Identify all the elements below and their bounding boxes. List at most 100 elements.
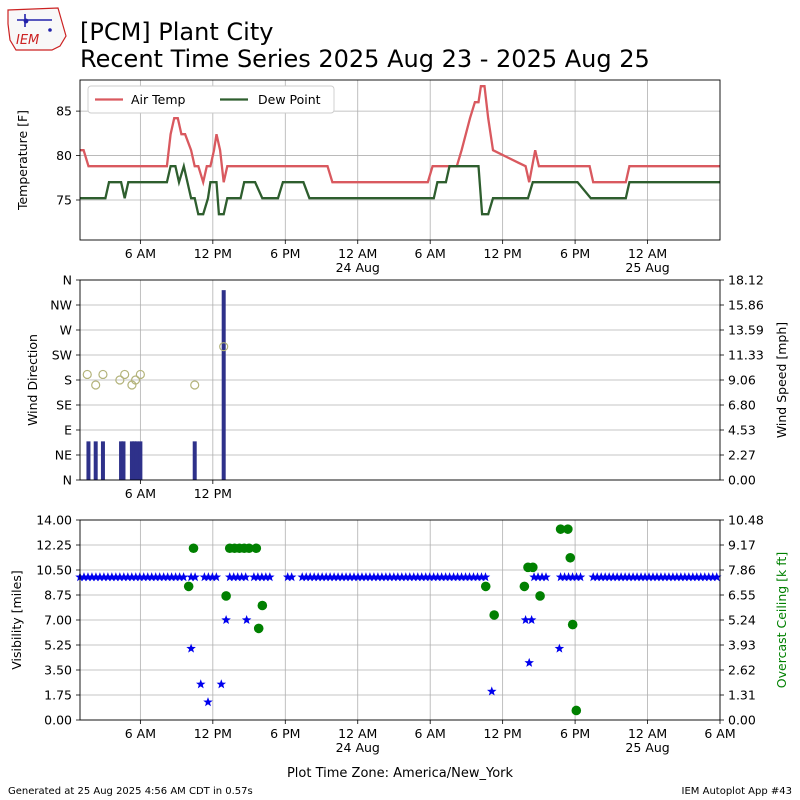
visibility-marker <box>563 572 574 582</box>
y-axis-label: Temperature [F] <box>15 110 30 211</box>
visibility-marker <box>401 572 411 582</box>
visibility-marker <box>592 572 602 582</box>
legend-label-air-temp: Air Temp <box>131 92 186 107</box>
visibility-marker <box>381 572 391 582</box>
ceiling-marker <box>257 600 268 611</box>
legend: Air Temp Dew Point <box>87 85 335 114</box>
y-tick-label-direction: W <box>60 323 72 338</box>
visibility-marker <box>711 572 722 582</box>
x-tick-label: 6 PM <box>560 726 590 741</box>
wind-speed-bar <box>134 441 139 480</box>
visibility-marker <box>440 572 451 582</box>
series-line-air-temp <box>80 85 720 187</box>
visibility-marker <box>704 572 714 582</box>
visibility-marker <box>472 572 483 582</box>
visibility-marker <box>373 572 383 582</box>
wind-direction-marker <box>82 369 92 380</box>
visibility-marker <box>174 572 185 582</box>
wind-panel: N NE E SE S SW W NW N 0.00 2.27 4.53 6.80 9.06 11.33 13… <box>25 273 789 502</box>
wind-speed-bar <box>129 441 134 480</box>
visibility-marker <box>261 572 271 582</box>
legend-box <box>87 85 335 114</box>
visibility-marker <box>115 572 125 582</box>
visibility-marker <box>203 572 214 582</box>
visibility-marker <box>668 572 678 582</box>
ceiling-marker <box>183 581 194 592</box>
x-tick-label: 12 AM <box>628 726 667 741</box>
visibility-ceiling-panel: 0.00 1.75 3.50 5.25 7.00 8.75 10.50 12.25 14.00 0… <box>9 513 789 756</box>
visibility-marker <box>405 572 415 582</box>
visibility-marker <box>708 572 718 582</box>
x-tick-label: 6 AM <box>415 726 446 741</box>
x-tick-label: 12 AM <box>628 246 667 261</box>
visibility-marker <box>456 572 467 582</box>
x-tick-sublabel: 24 Aug <box>336 260 380 275</box>
y-tick-label-visibility: 5.25 <box>44 638 72 653</box>
visibility-marker <box>99 572 109 582</box>
visibility-marker <box>612 572 622 582</box>
visibility-marker <box>186 572 196 582</box>
visibility-marker <box>349 572 359 582</box>
x-tick-label: 6 PM <box>270 246 300 261</box>
wind-speed-bar <box>86 441 91 480</box>
visibility-marker <box>567 572 578 582</box>
y-tick-label-visibility: 8.75 <box>44 588 72 603</box>
visibility-marker <box>416 572 427 582</box>
y-tick-label-direction: N <box>63 273 72 288</box>
visibility-marker <box>216 679 227 689</box>
footer-app: IEM Autoplot App #43 <box>682 786 792 797</box>
x-tick-label: 6 AM <box>125 726 156 741</box>
visibility-marker <box>341 572 351 582</box>
visibility-marker <box>199 572 210 582</box>
visibility-marker <box>135 572 145 582</box>
visibility-marker <box>325 572 335 582</box>
y-tick-label-direction: SW <box>52 348 72 363</box>
y-tick-label-visibility: 10.50 <box>36 563 72 578</box>
y2-tick-label-ceiling: 9.17 <box>728 538 756 553</box>
y-tick-label-direction: N <box>63 473 72 488</box>
visibility-marker <box>240 572 251 582</box>
visibility-marker <box>487 686 497 696</box>
plot-frame <box>79 79 721 241</box>
visibility-marker <box>337 572 347 582</box>
wind-direction-marker <box>130 375 141 385</box>
ceiling-marker <box>519 581 530 592</box>
visibility-marker <box>616 572 626 582</box>
visibility-marker <box>170 572 181 582</box>
visibility-marker <box>680 572 690 582</box>
visibility-marker <box>166 572 177 582</box>
visibility-marker <box>154 572 165 582</box>
visibility-marker <box>333 572 343 582</box>
y2-tick-label-speed: 13.59 <box>728 323 764 338</box>
visibility-marker <box>596 572 606 582</box>
y2-tick-label-speed: 18.12 <box>728 273 764 288</box>
x-tick-label: 12 AM <box>338 246 377 261</box>
x-tick-label: 6 AM <box>125 486 156 501</box>
visibility-marker <box>357 572 367 582</box>
visibility-marker <box>571 572 582 582</box>
visibility-marker <box>265 572 275 582</box>
y-tick-label: 85 <box>56 104 72 119</box>
wind-speed-bar <box>119 441 124 480</box>
visibility-marker <box>158 572 169 582</box>
visibility-marker <box>520 615 531 625</box>
visibility-marker <box>146 572 157 582</box>
y2-tick-label-ceiling: 0.00 <box>728 713 756 728</box>
x-tick-label: 12 PM <box>194 486 232 501</box>
visibility-marker <box>608 572 618 582</box>
wind-speed-bar <box>93 441 98 480</box>
x-tick-sublabel: 25 Aug <box>625 260 669 275</box>
visibility-marker <box>123 572 133 582</box>
chart-title-line1: [PCM] Plant City <box>80 18 273 46</box>
ceiling-marker <box>480 581 491 592</box>
visibility-marker <box>692 572 702 582</box>
visibility-marker <box>676 572 686 582</box>
y-axis-label-direction: Wind Direction <box>25 334 40 426</box>
visibility-marker <box>468 572 479 582</box>
visibility-marker <box>142 572 153 582</box>
visibility-marker <box>452 572 463 582</box>
wind-speed-bar <box>192 441 197 480</box>
visibility-marker <box>249 572 259 582</box>
chart-title-line2: Recent Time Series 2025 Aug 23 - 2025 Au… <box>80 45 650 73</box>
wind-direction-marker <box>115 375 125 385</box>
